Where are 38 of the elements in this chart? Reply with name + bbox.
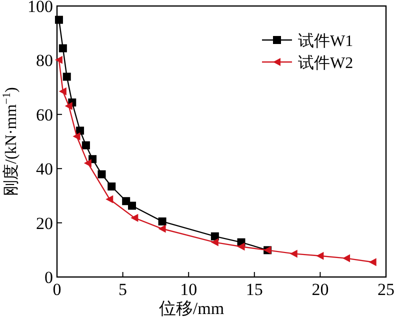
point bbox=[128, 202, 136, 210]
point bbox=[98, 170, 106, 178]
point bbox=[316, 252, 324, 260]
x-tick-label: 5 bbox=[118, 280, 128, 299]
point bbox=[106, 195, 114, 204]
point bbox=[210, 232, 219, 240]
point bbox=[237, 242, 245, 251]
legend-label: 试件W2 bbox=[298, 54, 354, 72]
x-tick-label: 25 bbox=[378, 280, 394, 299]
point bbox=[158, 217, 166, 226]
point bbox=[290, 250, 298, 258]
y-tick-label: 20 bbox=[36, 214, 53, 233]
legend-label: 试件W1 bbox=[298, 32, 354, 50]
point bbox=[82, 141, 90, 150]
y-tick-label: 60 bbox=[36, 105, 53, 124]
point bbox=[158, 224, 166, 233]
point bbox=[54, 56, 62, 64]
y-tick-label: 40 bbox=[36, 160, 53, 179]
x-tick-label: 10 bbox=[180, 280, 198, 299]
point bbox=[64, 102, 72, 110]
point bbox=[54, 16, 63, 24]
y-tick-label: 100 bbox=[28, 0, 53, 16]
point bbox=[130, 214, 138, 222]
point bbox=[368, 258, 376, 266]
point bbox=[210, 238, 218, 246]
x-axis-title: 位移/mm bbox=[158, 299, 224, 318]
point bbox=[84, 159, 92, 168]
y-tick-label: 0 bbox=[44, 268, 53, 287]
point bbox=[108, 182, 116, 190]
point bbox=[58, 87, 66, 96]
point bbox=[72, 132, 80, 140]
x-tick-label: 20 bbox=[312, 280, 329, 299]
point bbox=[62, 72, 71, 81]
point bbox=[342, 254, 350, 262]
x-tick-label: 15 bbox=[246, 280, 263, 299]
point bbox=[58, 44, 67, 52]
point bbox=[76, 126, 84, 135]
y-tick-label: 80 bbox=[36, 51, 53, 70]
